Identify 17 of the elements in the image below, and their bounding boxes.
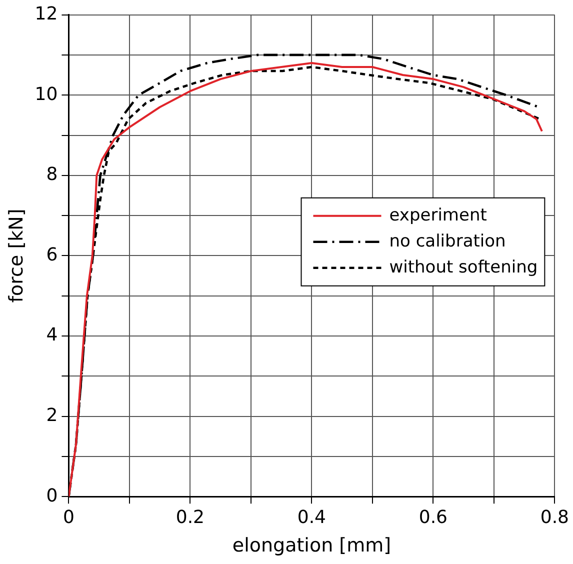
x-tick-label: 0.2	[176, 507, 205, 528]
x-tick-label: 0	[62, 507, 74, 528]
y-tick-label: 10	[34, 84, 58, 105]
y-axis-title: force [kN]	[5, 208, 28, 303]
x-tick-label: 0.6	[418, 507, 448, 528]
y-tick-label: 6	[46, 244, 58, 266]
x-tick-label: 0.8	[540, 507, 570, 528]
x-tick-label: 0.4	[297, 507, 326, 528]
y-tick-label: 2	[46, 404, 58, 426]
legend-label: no calibration	[389, 231, 506, 252]
y-tick-label: 8	[46, 164, 58, 186]
y-tick-label: 12	[34, 3, 58, 24]
legend-label: experiment	[389, 205, 488, 226]
legend-label: without softening	[389, 257, 538, 278]
y-tick-label: 4	[46, 324, 58, 346]
y-tick-label: 0	[46, 485, 58, 506]
x-axis-title: elongation [mm]	[232, 534, 392, 557]
